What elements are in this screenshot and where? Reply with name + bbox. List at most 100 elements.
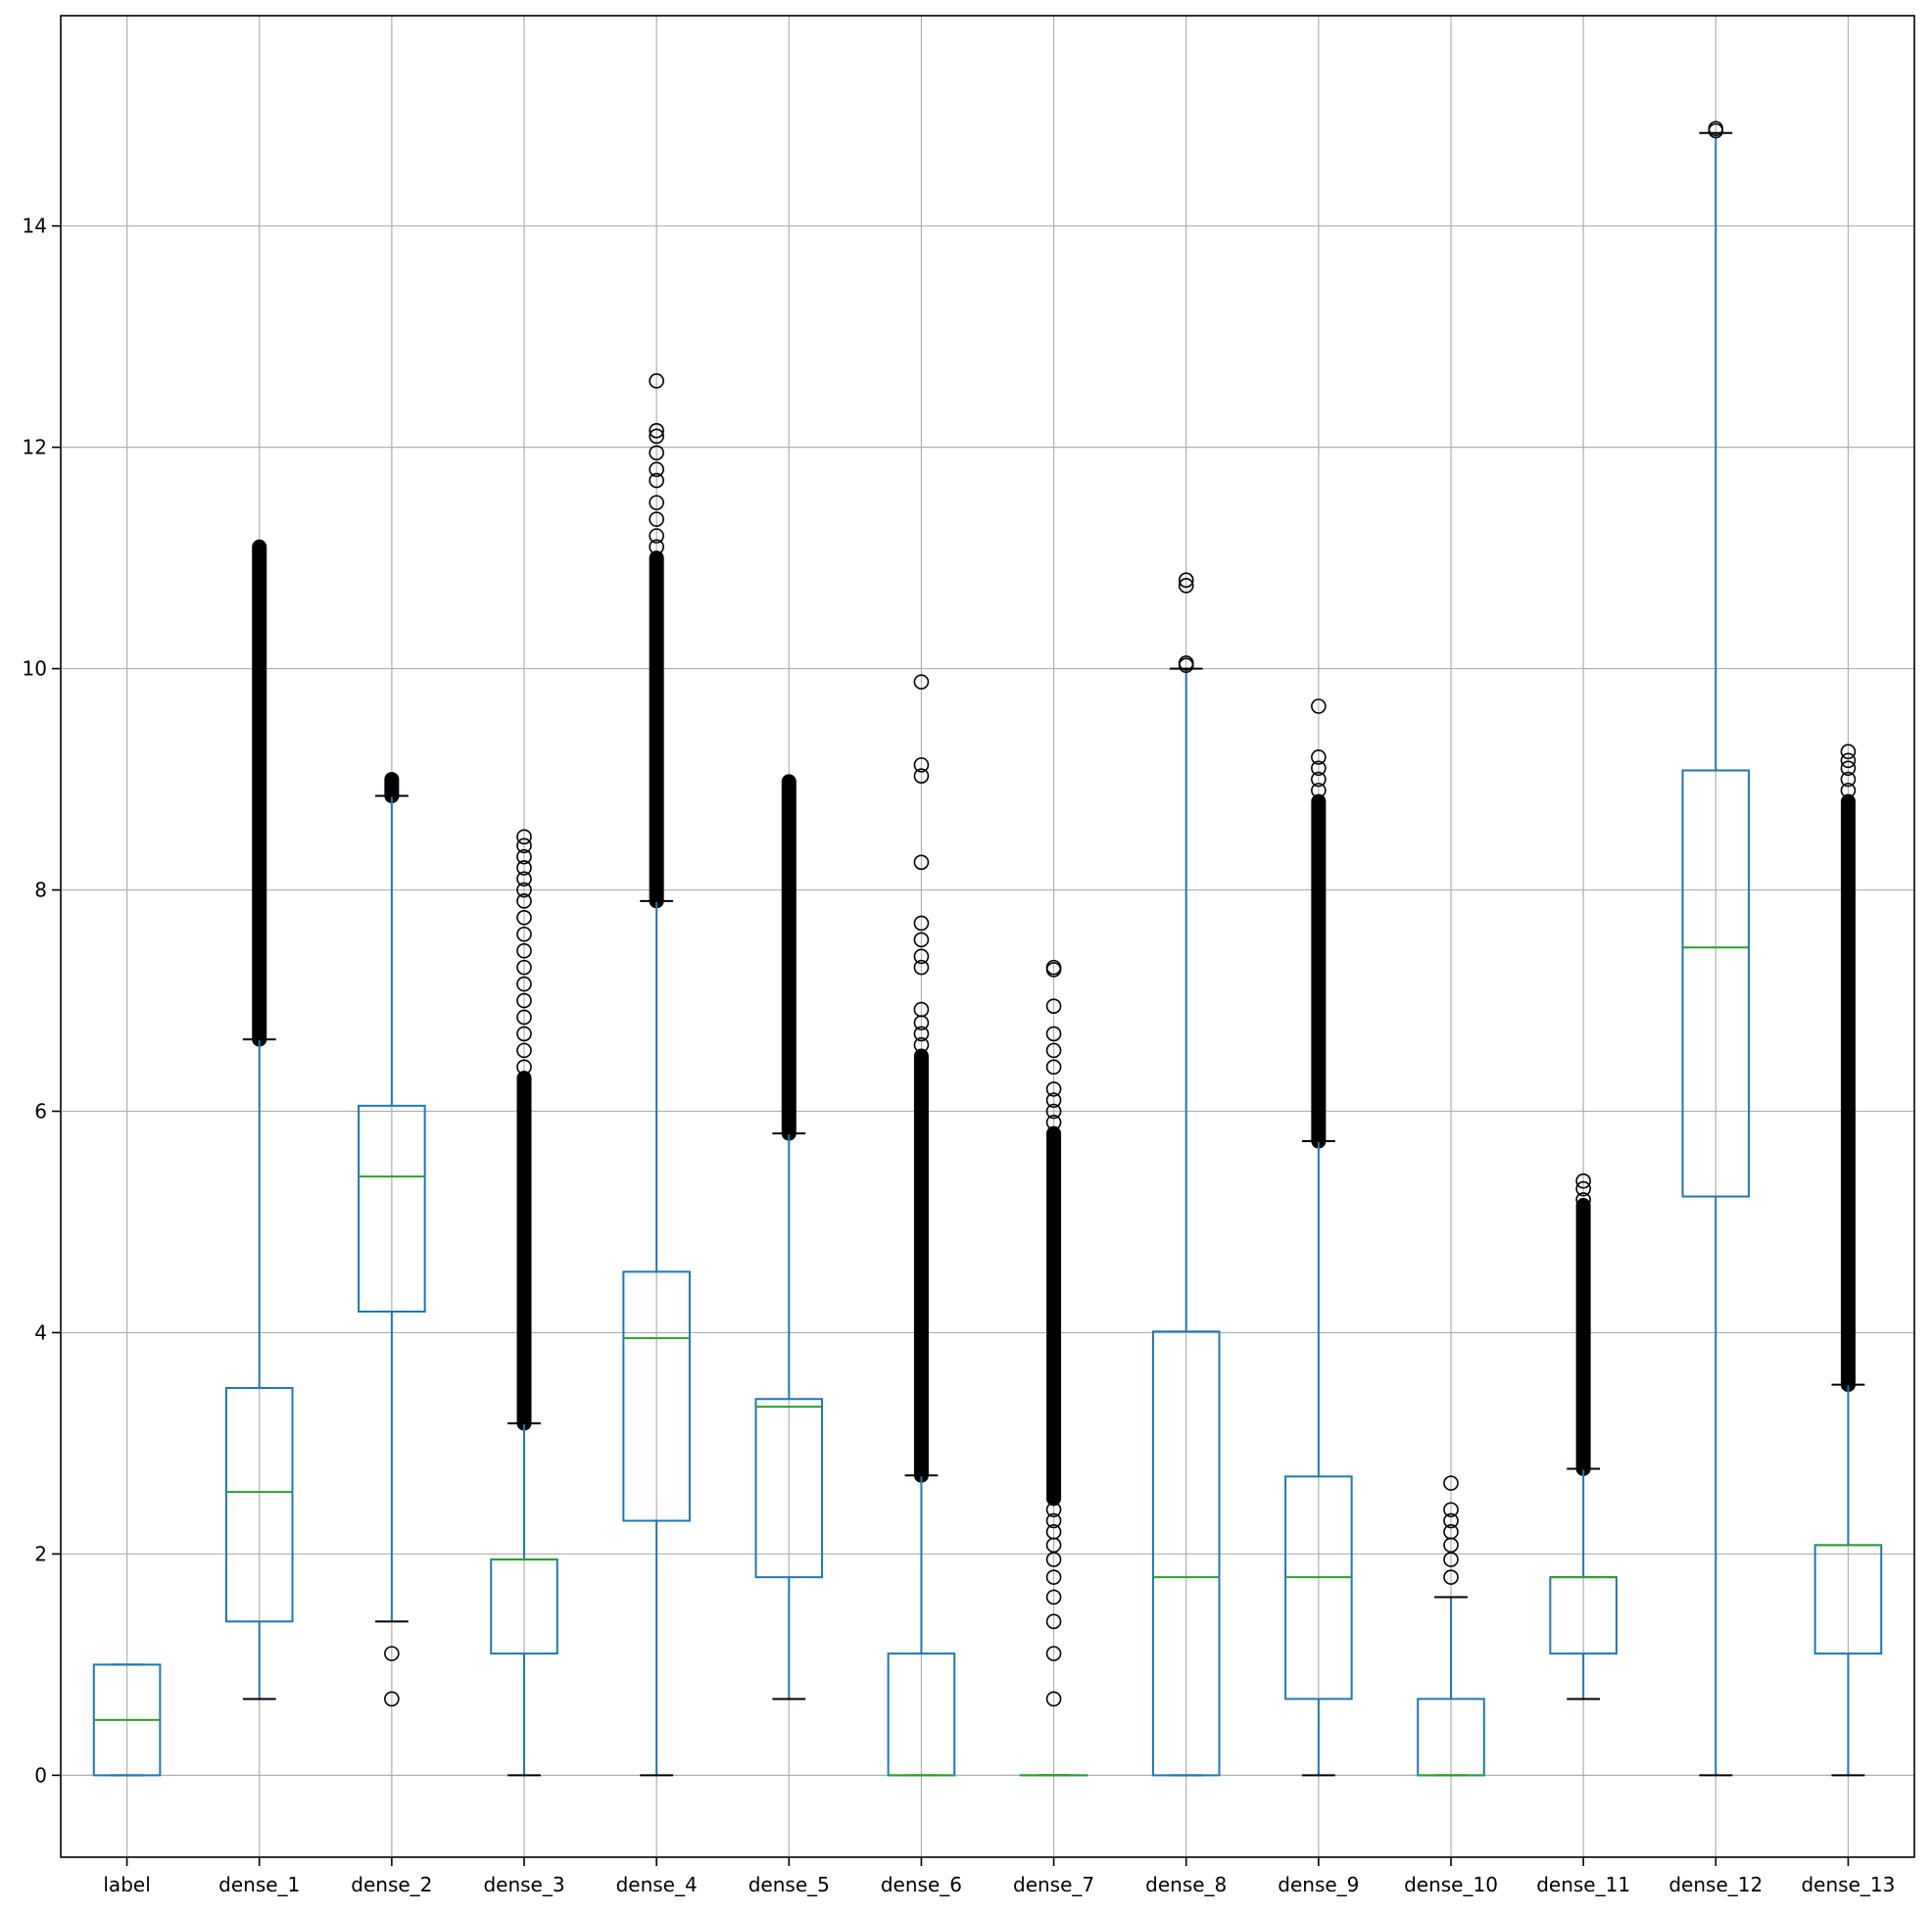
flier-dense_7-2 xyxy=(1045,1613,1062,1630)
flier-dense_6-0 xyxy=(913,1036,930,1053)
flier-band-dense_5 xyxy=(781,774,797,1141)
box-group-dense_5 xyxy=(754,774,824,1700)
flier-dense_4-7 xyxy=(649,428,664,445)
flier-dense_3-13 xyxy=(516,860,532,876)
flier-dense_4-0 xyxy=(649,539,664,555)
flier-dense_3-16 xyxy=(516,829,532,845)
flier-dense_9-0 xyxy=(1311,783,1327,798)
flier-dense_10-3 xyxy=(1443,1524,1459,1540)
flier-dense_7-11 xyxy=(1045,1103,1062,1120)
y-tick-label-0: 0 xyxy=(34,1763,47,1787)
flier-dense_6-5 xyxy=(913,948,930,965)
flier-dense_9-4 xyxy=(1311,698,1327,714)
x-tick-label-dense_9: dense_9 xyxy=(1278,1873,1359,1896)
flier-dense_3-3 xyxy=(516,1009,532,1026)
flier-dense_7-8 xyxy=(1045,1512,1062,1529)
flier-dense_7-15 xyxy=(1045,1042,1062,1059)
flier-band-dense_13 xyxy=(1840,793,1856,1393)
flier-dense_4-1 xyxy=(649,528,664,544)
flier-dense_4-8 xyxy=(649,422,664,439)
flier-dense_6-10 xyxy=(913,757,930,773)
flier-dense_10-4 xyxy=(1443,1512,1459,1529)
y-tick-label-12: 12 xyxy=(23,436,47,459)
flier-dense_7-14 xyxy=(1045,1059,1062,1076)
x-tick-label-label: label xyxy=(103,1873,150,1896)
flier-dense_9-3 xyxy=(1311,749,1327,765)
flier-dense_10-6 xyxy=(1443,1475,1459,1491)
flier-dense_6-11 xyxy=(913,674,930,690)
flier-dense_3-10 xyxy=(516,893,532,909)
y-tick-label-8: 8 xyxy=(34,879,47,902)
flier-dense_7-7 xyxy=(1045,1524,1062,1540)
flier-dense_7-0 xyxy=(1045,1691,1062,1707)
flier-dense_3-2 xyxy=(516,1026,532,1042)
flier-dense_9-1 xyxy=(1311,771,1327,788)
flier-dense_8-2 xyxy=(1178,578,1194,594)
box-group-dense_4 xyxy=(622,373,691,1777)
y-tick-label-14: 14 xyxy=(23,215,47,238)
flier-dense_6-9 xyxy=(913,768,930,784)
box-dense_4 xyxy=(622,1270,691,1522)
flier-dense_3-4 xyxy=(516,992,532,1009)
flier-band-dense_9 xyxy=(1311,793,1327,1149)
flier-dense_4-6 xyxy=(649,445,664,461)
box-group-dense_10 xyxy=(1417,1475,1485,1777)
box-group-dense_11 xyxy=(1549,1172,1618,1700)
x-tick-label-dense_11: dense_11 xyxy=(1536,1873,1630,1896)
flier-dense_13-2 xyxy=(1840,760,1857,777)
flier-dense_6-6 xyxy=(913,932,930,948)
flier-dense_4-4 xyxy=(649,472,664,489)
y-tick-label-10: 10 xyxy=(23,657,47,681)
box-group-dense_9 xyxy=(1284,698,1353,1777)
flier-dense_6-7 xyxy=(913,915,930,932)
box-dense_8 xyxy=(1151,1330,1221,1777)
flier-dense_7-17 xyxy=(1045,998,1062,1014)
x-tick-label-dense_6: dense_6 xyxy=(881,1873,962,1896)
flier-dense_4-2 xyxy=(649,511,664,527)
box-dense_5 xyxy=(754,1398,824,1579)
flier-dense_13-1 xyxy=(1840,771,1857,788)
flier-dense_2-1 xyxy=(384,1646,400,1661)
flier-band-dense_6 xyxy=(913,1048,929,1483)
flier-dense_3-15 xyxy=(516,837,532,854)
flier-dense_6-4 xyxy=(913,959,930,976)
flier-dense_13-0 xyxy=(1840,783,1857,798)
boxes xyxy=(92,120,1883,1777)
flier-dense_6-1 xyxy=(913,1026,930,1042)
flier-dense_7-1 xyxy=(1045,1646,1062,1661)
flier-dense_10-5 xyxy=(1443,1502,1459,1518)
x-tick-label-dense_4: dense_4 xyxy=(616,1873,698,1896)
flier-band-dense_7 xyxy=(1046,1125,1062,1507)
axes: 0 2 4 6 8 10 12 14 label dense_1 dense_2 dense_3 den… xyxy=(23,15,1915,1896)
box-group-dense_13 xyxy=(1813,743,1883,1777)
flier-dense_2-0 xyxy=(384,1691,400,1707)
flier-dense_13-4 xyxy=(1840,743,1857,760)
x-tick-label-dense_1: dense_1 xyxy=(218,1873,300,1896)
flier-dense_11-2 xyxy=(1575,1172,1591,1189)
flier-dense_3-7 xyxy=(516,942,532,959)
flier-dense_7-3 xyxy=(1045,1589,1062,1605)
box-group-dense_8 xyxy=(1151,572,1221,1777)
box-group-label xyxy=(92,1663,162,1777)
y-tick-label-2: 2 xyxy=(34,1542,47,1565)
flier-dense_3-8 xyxy=(516,926,532,942)
x-tick-label-dense_7: dense_7 xyxy=(1013,1873,1094,1896)
box-group-dense_3 xyxy=(490,829,558,1777)
flier-band-dense_4 xyxy=(649,550,664,909)
flier-dense_7-4 xyxy=(1045,1569,1062,1585)
flier-dense_7-16 xyxy=(1045,1026,1062,1042)
box-group-dense_7 xyxy=(1019,959,1088,1777)
flier-dense_3-1 xyxy=(516,1042,532,1059)
box-dense_1 xyxy=(224,1386,294,1623)
flier-dense_3-0 xyxy=(516,1059,532,1076)
flier-dense_3-6 xyxy=(516,959,532,976)
flier-dense_7-13 xyxy=(1045,1081,1062,1097)
flier-dense_4-3 xyxy=(649,495,664,510)
axes-frame xyxy=(60,15,1915,1858)
flier-band-dense_11 xyxy=(1575,1198,1591,1476)
flier-dense_6-3 xyxy=(913,1001,930,1018)
box-group-dense_6 xyxy=(887,674,956,1777)
box-group-dense_2 xyxy=(358,772,426,1707)
